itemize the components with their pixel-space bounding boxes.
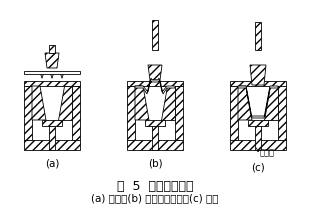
Polygon shape (250, 65, 266, 85)
Text: 抽真空: 抽真空 (260, 149, 275, 157)
Bar (230, 86, 238, 140)
Bar (24, 140, 80, 150)
Text: 图  5  下向真空成型: 图 5 下向真空成型 (117, 180, 193, 192)
Bar (230, 140, 286, 150)
Bar (248, 120, 268, 126)
Polygon shape (264, 86, 278, 120)
Bar (24, 86, 32, 140)
Polygon shape (238, 86, 278, 118)
Text: (b): (b) (148, 158, 162, 168)
Polygon shape (45, 53, 59, 68)
Polygon shape (58, 86, 72, 120)
Bar (175, 86, 183, 140)
Polygon shape (135, 86, 149, 120)
Polygon shape (32, 86, 46, 120)
Bar (127, 81, 183, 86)
Text: (a) 加热；(b) 塑料板被推下；(c) 成型: (a) 加热；(b) 塑料板被推下；(c) 成型 (91, 193, 219, 203)
Polygon shape (135, 78, 175, 94)
Bar (152, 20, 158, 50)
Bar (42, 120, 62, 126)
Bar (49, 126, 55, 150)
Bar (49, 45, 55, 53)
Bar (145, 120, 165, 126)
Polygon shape (148, 65, 162, 80)
Bar (24, 81, 80, 86)
Bar (255, 22, 261, 50)
Bar (152, 126, 158, 150)
Text: (a): (a) (45, 158, 59, 168)
Bar (278, 86, 286, 140)
Bar (127, 86, 135, 140)
Bar (72, 86, 80, 140)
Bar (230, 81, 286, 86)
Polygon shape (161, 86, 175, 120)
Text: (c): (c) (251, 162, 265, 172)
Bar (24, 71, 80, 74)
Polygon shape (238, 86, 252, 120)
Bar (127, 140, 183, 150)
Bar (255, 126, 261, 150)
